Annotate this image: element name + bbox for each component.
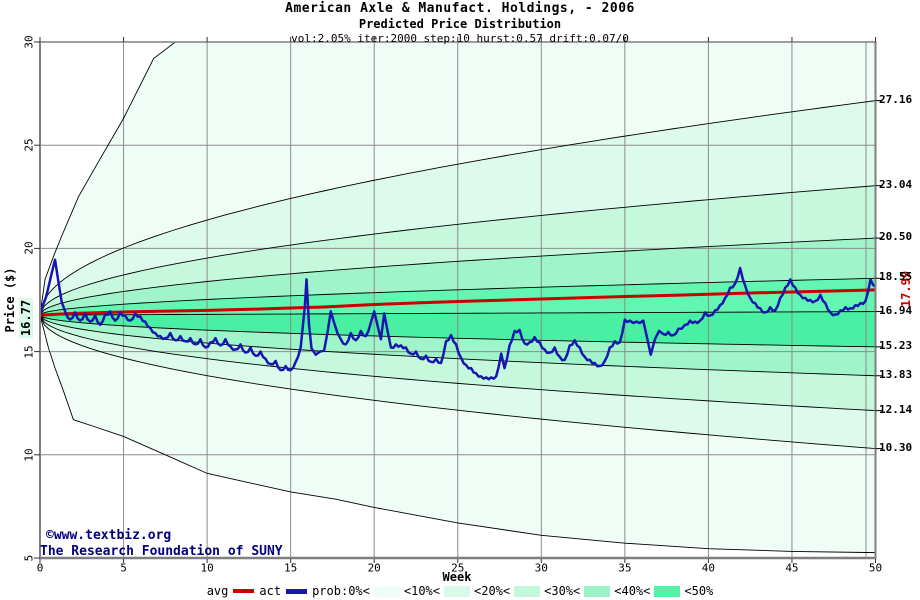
act-line-swatch (286, 588, 308, 594)
x-tick-label: 35 (618, 561, 632, 575)
chart-subtitle: Predicted Price Distribution (358, 16, 562, 31)
x-tick-label: 10 (200, 561, 214, 575)
legend-prob-10: <10%< (403, 584, 440, 598)
prob-band-swatch-10 (373, 585, 400, 597)
watermark-org: The Research Foundation of SUNY (40, 544, 283, 559)
prob-band-swatch-50 (654, 585, 681, 597)
prob-band-swatch-30 (514, 585, 541, 597)
x-tick-label: 45 (785, 561, 799, 575)
right-percentile-label: 10.30 (879, 440, 913, 454)
avg-line-swatch (233, 589, 255, 593)
x-tick-label: 50 (868, 561, 883, 575)
prob-band-swatch-20 (444, 585, 470, 597)
x-tick-label: 40 (701, 561, 716, 575)
right-percentile-label: 16.94 (879, 303, 913, 317)
x-tick-label: 0 (36, 561, 44, 575)
legend-prob-0: prob:0%< (312, 584, 370, 598)
chart-title: American Axle & Manufact. Holdings, - 20… (285, 1, 635, 16)
right-percentile-label: 27.16 (879, 92, 913, 106)
y-tick-label: 20 (22, 241, 36, 256)
right-percentile-label: 13.83 (879, 367, 913, 381)
x-tick-label: 30 (534, 561, 548, 575)
y-tick-label: 30 (22, 35, 36, 49)
legend-prob-40: <40%< (614, 584, 651, 598)
legend-prob-50: <50% (684, 584, 714, 598)
y-tick-label: 15 (22, 344, 36, 359)
x-tick-label: 5 (120, 561, 127, 575)
y-tick-label: 25 (22, 138, 36, 152)
chart-parameters: vol:2.05% iter:2000 step:10 hurst:0.57 d… (291, 31, 629, 45)
x-tick-label: 25 (451, 561, 465, 575)
right-percentile-label: 12.14 (879, 402, 913, 416)
legend-prob-20: <20%< (474, 584, 511, 598)
y-tick-label: 10 (22, 448, 36, 462)
x-axis-title: Week (442, 570, 472, 584)
watermark-url: ©www.textbiz.org (46, 528, 172, 543)
y-axis-title: Price ($) (3, 267, 17, 333)
title-block: American Axle & Manufact. Holdings, - 20… (0, 1, 920, 45)
legend-prob-30: <30%< (544, 584, 581, 598)
x-tick-label: 20 (367, 561, 381, 575)
legend-act-label: act (259, 584, 282, 598)
right-percentile-label: 23.04 (879, 177, 913, 191)
y-tick-label: 5 (22, 554, 36, 562)
legend-avg-label: avg (206, 584, 229, 598)
prob-band-swatch-40 (584, 585, 611, 597)
start-price-label: 16.77 (19, 297, 33, 339)
legend: avg act prob:0%< <10%< <20%< <30%< <40%<… (0, 584, 920, 598)
right-percentile-label: 18.55 (879, 270, 913, 284)
right-percentile-label: 15.23 (879, 338, 913, 352)
x-tick-label: 15 (284, 561, 298, 575)
right-percentile-label: 20.50 (879, 230, 913, 244)
